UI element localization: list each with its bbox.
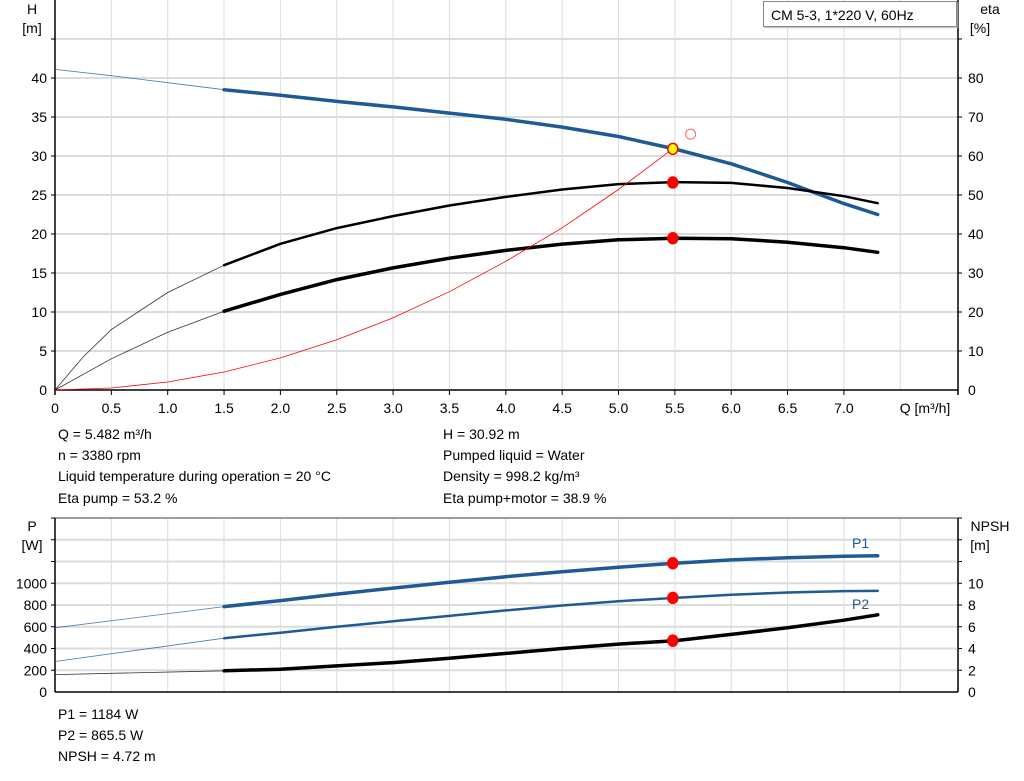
p1-series-label: P1	[852, 535, 869, 551]
y-tick-label: 20	[31, 226, 47, 242]
x-tick-label: 4.0	[496, 400, 516, 416]
info-p1: P1 = 1184 W	[58, 706, 139, 722]
y-tick-label: 0	[39, 382, 47, 398]
y2-tick-label: 10	[968, 343, 984, 359]
y2-axis-title: eta	[980, 1, 1000, 17]
x-tick-label: 0.5	[102, 400, 122, 416]
info-eta-pump-motor: Eta pump+motor = 38.9 %	[443, 490, 607, 506]
y-tick-label: 15	[31, 265, 47, 281]
info-flow: Q = 5.482 m³/h	[58, 426, 152, 442]
pump-title-box: CM 5-3, 1*220 V, 60Hz	[763, 1, 957, 27]
x-tick-label: 6.0	[721, 400, 741, 416]
open-marker	[685, 128, 697, 140]
y2-tick-label: 0	[968, 382, 976, 398]
y-tick-label: 5	[39, 343, 47, 359]
y-axis-unit: [W]	[22, 537, 43, 553]
info-eta-pump: Eta pump = 53.2 %	[58, 490, 178, 506]
y2-tick-label: 8	[968, 597, 976, 613]
info-density: Density = 998.2 kg/m³	[443, 468, 580, 484]
y2-tick-label: 0	[968, 684, 976, 700]
series-p1-extrapolated	[54, 606, 225, 629]
y2-axis-unit: [%]	[970, 20, 990, 36]
y-tick-label: 200	[24, 662, 48, 678]
p2-duty-point	[667, 591, 679, 605]
x-axis-title: Q [m³/h]	[900, 400, 951, 416]
y2-tick-label: 20	[968, 304, 984, 320]
y2-tick-label: 10	[968, 575, 984, 591]
series-eta-pump-motor	[222, 236, 880, 313]
series-npsh	[222, 613, 880, 673]
y-tick-label: 25	[31, 187, 47, 203]
series-eta-pump-motor-extrapolated	[54, 310, 225, 391]
series-p2-extrapolated	[54, 637, 225, 662]
y-tick-label: 35	[31, 109, 47, 125]
series-p1	[222, 554, 880, 609]
x-tick-label: 3.5	[440, 400, 460, 416]
y2-tick-label: 4	[968, 641, 976, 657]
y-axis-title: P	[27, 518, 36, 534]
info-p2: P2 = 865.5 W	[58, 727, 144, 743]
x-tick-label: 7.0	[834, 400, 854, 416]
x-tick-label: 5.5	[665, 400, 685, 416]
x-tick-label: 2.0	[271, 400, 291, 416]
y-tick-label: 40	[31, 70, 47, 86]
series-head	[222, 87, 880, 217]
x-tick-label: 1.5	[214, 400, 234, 416]
y-axis-title: H	[27, 1, 37, 17]
series-system-curve	[54, 148, 674, 391]
x-tick-label: 1.0	[158, 400, 178, 416]
y2-tick-label: 6	[968, 619, 976, 635]
y2-tick-label: 2	[968, 662, 976, 678]
x-tick-label: 6.5	[778, 400, 798, 416]
x-tick-label: 5.0	[609, 400, 629, 416]
y2-tick-label: 60	[968, 148, 984, 164]
info-head: H = 30.92 m	[443, 426, 520, 442]
y-axis-unit: [m]	[22, 20, 41, 36]
npsh-duty-point	[667, 634, 679, 647]
y-tick-label: 0	[39, 684, 47, 700]
series-p2	[222, 589, 879, 640]
x-tick-label: 0	[51, 400, 59, 416]
info-temperature: Liquid temperature during operation = 20…	[58, 468, 331, 484]
y-tick-label: 10	[31, 304, 47, 320]
series-eta-pump-extrapolated	[54, 264, 225, 391]
p2-series-label: P2	[852, 596, 869, 612]
y2-tick-label: 80	[968, 70, 984, 86]
y-tick-label: 800	[24, 597, 48, 613]
info-liquid: Pumped liquid = Water	[443, 447, 585, 463]
head-duty-point	[667, 142, 679, 156]
y-tick-label: 1000	[16, 575, 47, 591]
x-tick-label: 3.0	[383, 400, 403, 416]
y2-tick-label: 40	[968, 226, 984, 242]
x-tick-label: 2.5	[327, 400, 347, 416]
info-speed: n = 3380 rpm	[58, 447, 141, 463]
y2-axis-title: NPSH	[971, 518, 1010, 534]
eta-pump-motor-duty-point	[667, 232, 679, 245]
y2-axis-unit: [m]	[970, 537, 989, 553]
y-tick-label: 600	[24, 619, 48, 635]
y-tick-label: 400	[24, 641, 48, 657]
y2-tick-label: 50	[968, 187, 984, 203]
y2-tick-label: 70	[968, 109, 984, 125]
y2-tick-label: 30	[968, 265, 984, 281]
series-head-extrapolated	[54, 69, 225, 91]
eta-pump-duty-point	[667, 176, 679, 189]
y-tick-label: 30	[31, 148, 47, 164]
info-npsh: NPSH = 4.72 m	[58, 748, 156, 764]
series-eta-pump	[222, 180, 879, 267]
p1-duty-point	[667, 556, 679, 570]
x-tick-label: 4.5	[552, 400, 572, 416]
series-npsh-extrapolated	[54, 670, 225, 675]
